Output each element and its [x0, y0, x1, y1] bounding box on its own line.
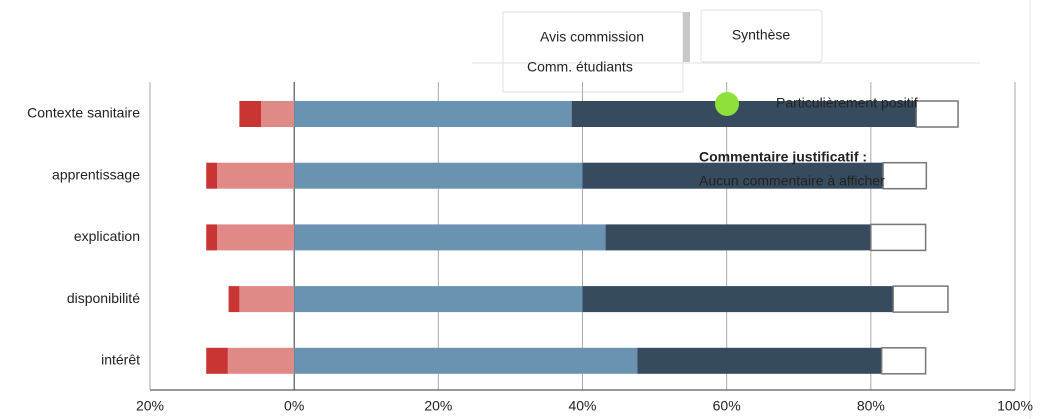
bar-segment: [294, 101, 572, 127]
scrollbar: [683, 12, 690, 62]
bar-segment: [605, 224, 871, 251]
bar-segment: [582, 162, 884, 189]
bar-segment: [228, 286, 240, 313]
y-tick-label: Contexte sanitaire: [27, 105, 140, 121]
x-tick-label: 80%: [857, 398, 885, 414]
bar-segment: [239, 286, 295, 313]
bar-segment: [261, 101, 295, 127]
bar-segment: [227, 347, 295, 374]
bar-segment: [294, 347, 638, 374]
bar-segment: [294, 162, 583, 189]
y-tick-label: intérêt: [101, 352, 140, 368]
bar-segment: [239, 101, 262, 127]
tab-label[interactable]: Synthèse: [732, 27, 791, 43]
bar-segment: [206, 224, 218, 251]
bar-segment: [294, 286, 583, 313]
bar-segment: [294, 224, 606, 251]
x-tick-label: 20%: [136, 398, 164, 414]
bar-segment: [582, 286, 894, 313]
tab[interactable]: [700, 9, 823, 63]
y-tick-label: explication: [74, 228, 140, 244]
tooltip-text: Aucun commentaire à afficher: [699, 173, 885, 189]
bar-segment: [882, 161, 928, 190]
bar-segment: [892, 285, 949, 313]
tooltip-heading: Commentaire justificatif :: [699, 149, 867, 165]
tab[interactable]: [502, 11, 684, 93]
bar-segment: [206, 347, 228, 374]
x-tick-label: 0%: [284, 398, 304, 414]
y-tick-label: disponibilité: [67, 290, 140, 306]
bar-segment: [915, 100, 959, 128]
x-tick-label: 20%: [424, 398, 452, 414]
bar-segment: [870, 223, 927, 252]
x-tick-label: 60%: [713, 398, 741, 414]
bar-segment: [571, 101, 917, 127]
bar-segment: [637, 347, 882, 374]
bar-segment: [217, 162, 295, 189]
x-tick-label: 40%: [568, 398, 596, 414]
bar-segment: [206, 162, 218, 189]
tooltip-status: Particulièrement positif: [776, 95, 918, 111]
tab-label[interactable]: Avis commission: [540, 29, 644, 45]
tab-label[interactable]: Comm. étudiants: [527, 59, 633, 75]
bar-segment: [217, 224, 295, 251]
y-tick-label: apprentissage: [52, 166, 140, 182]
bar-segment: [880, 347, 927, 375]
x-tick-label: 100%: [997, 398, 1033, 414]
status-dot: [715, 92, 739, 116]
